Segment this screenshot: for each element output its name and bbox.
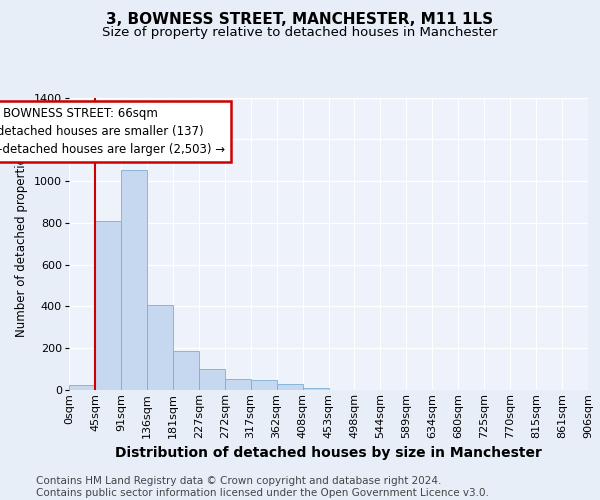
Bar bbox=[251, 380, 277, 390]
Bar bbox=[225, 378, 251, 390]
Bar bbox=[121, 170, 147, 390]
Bar bbox=[69, 385, 95, 390]
X-axis label: Distribution of detached houses by size in Manchester: Distribution of detached houses by size … bbox=[115, 446, 542, 460]
Bar bbox=[302, 388, 329, 390]
Bar bbox=[95, 221, 121, 390]
Bar bbox=[199, 369, 224, 390]
Y-axis label: Number of detached properties: Number of detached properties bbox=[16, 151, 28, 337]
Text: 3, BOWNESS STREET, MANCHESTER, M11 1LS: 3, BOWNESS STREET, MANCHESTER, M11 1LS bbox=[106, 12, 494, 28]
Text: Contains HM Land Registry data © Crown copyright and database right 2024.: Contains HM Land Registry data © Crown c… bbox=[36, 476, 442, 486]
Text: 3 BOWNESS STREET: 66sqm
← 5% of detached houses are smaller (137)
94% of semi-de: 3 BOWNESS STREET: 66sqm ← 5% of detached… bbox=[0, 107, 225, 156]
Text: Size of property relative to detached houses in Manchester: Size of property relative to detached ho… bbox=[102, 26, 498, 39]
Bar bbox=[173, 352, 199, 390]
Text: Contains public sector information licensed under the Open Government Licence v3: Contains public sector information licen… bbox=[36, 488, 489, 498]
Bar bbox=[277, 384, 302, 390]
Bar bbox=[147, 306, 173, 390]
